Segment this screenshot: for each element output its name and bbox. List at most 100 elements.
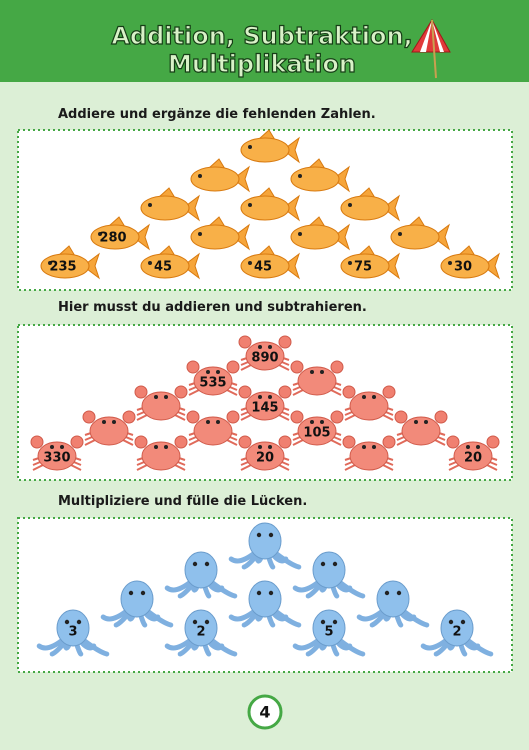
crab-eye — [60, 445, 64, 449]
title-line: Multiplikation — [168, 50, 356, 78]
fish-tail — [382, 252, 400, 280]
fish-eye — [148, 203, 152, 207]
fish-tail — [432, 223, 450, 251]
crab-body — [245, 441, 285, 471]
octopus-tentacle — [272, 608, 302, 628]
crab-eye — [414, 420, 418, 424]
instruction: Multipliziere und fülle die Lücken. — [58, 494, 307, 509]
page-number: 4 — [259, 703, 270, 722]
fish-eye — [248, 145, 252, 149]
pyramid-number: 535 — [199, 376, 226, 391]
fish-eye — [198, 174, 202, 178]
crab — [134, 435, 188, 471]
crab-eye — [164, 395, 168, 399]
crab-eye — [362, 445, 366, 449]
octopus-eye — [384, 590, 390, 596]
crab-claw — [70, 435, 84, 449]
fish-body — [40, 253, 90, 279]
crab-claw — [238, 335, 252, 349]
octopus-eye — [268, 532, 274, 538]
octopus-eye — [204, 561, 210, 567]
fish — [40, 245, 100, 280]
crab-eye — [258, 395, 262, 399]
fish-eye — [248, 261, 252, 265]
crab-claw — [186, 360, 200, 374]
octopus — [228, 580, 302, 628]
octopus-tentacle — [208, 637, 238, 657]
pyramid-number: 235 — [49, 260, 76, 275]
crab-claw — [174, 385, 188, 399]
crab-eye — [310, 370, 314, 374]
octopus — [164, 551, 238, 599]
octopus-eye — [268, 590, 274, 596]
fish-eye — [448, 261, 452, 265]
crab-claw — [82, 410, 96, 424]
octopus-tentacle — [336, 637, 366, 657]
fish-body — [290, 166, 340, 192]
crab-eye — [258, 345, 262, 349]
fish-eye — [48, 261, 52, 265]
crab-claw — [226, 360, 240, 374]
fish-eye — [298, 232, 302, 236]
octopus-tentacle — [144, 608, 174, 628]
crab-body — [245, 391, 285, 421]
pyramid-number: 330 — [43, 451, 70, 466]
fish-body — [190, 166, 240, 192]
fish-eye — [398, 232, 402, 236]
crab-eye — [206, 370, 210, 374]
fish-body — [90, 224, 140, 250]
fish-eye — [348, 203, 352, 207]
octopus-tentacle — [228, 550, 258, 564]
octopus-head — [248, 580, 282, 618]
crab-body — [453, 441, 493, 471]
crab-eye — [102, 420, 106, 424]
octopus-eye — [448, 619, 454, 625]
pyramid-number: 2 — [196, 625, 205, 640]
crab — [82, 410, 136, 446]
pyramid-number: 20 — [256, 451, 274, 466]
fish-tail — [332, 223, 350, 251]
pyramid-number: 890 — [251, 351, 278, 366]
fish — [290, 216, 350, 251]
octopus-eye — [192, 619, 198, 625]
crab — [238, 435, 292, 471]
crab-eye — [112, 420, 116, 424]
crab-claw — [226, 410, 240, 424]
pyramid-number: 75 — [354, 260, 372, 275]
octopus-tentacle — [356, 608, 386, 622]
fish — [190, 158, 250, 193]
octopus-eye — [204, 619, 210, 625]
octopus-eye — [192, 561, 198, 567]
fish — [340, 187, 400, 222]
octopus-tentacle — [464, 637, 494, 657]
crab — [290, 410, 344, 446]
crab — [186, 410, 240, 446]
crab-claw — [342, 385, 356, 399]
crab-body — [401, 416, 441, 446]
octopus-tentacle — [100, 608, 130, 622]
crab-eye — [268, 445, 272, 449]
octopus-tentacle — [228, 608, 258, 622]
crab-claw — [446, 435, 460, 449]
crab-eye — [258, 445, 262, 449]
page-number-circle — [247, 694, 283, 730]
crab-claw — [238, 385, 252, 399]
crab-eye — [164, 445, 168, 449]
fish — [90, 216, 150, 251]
octopus-eye — [76, 619, 82, 625]
crab-body — [141, 391, 181, 421]
pyramid-number: 45 — [154, 260, 172, 275]
fish-body — [340, 253, 390, 279]
crab — [238, 335, 292, 371]
fish — [240, 129, 300, 164]
fish-body — [240, 195, 290, 221]
crab-eye — [310, 420, 314, 424]
octopus — [292, 609, 366, 657]
fish-tail — [282, 252, 300, 280]
pyramid-number: 3 — [68, 625, 77, 640]
crab-eye — [268, 345, 272, 349]
octopus-head — [56, 609, 90, 647]
crab-claw — [174, 435, 188, 449]
fish-tail — [82, 252, 100, 280]
